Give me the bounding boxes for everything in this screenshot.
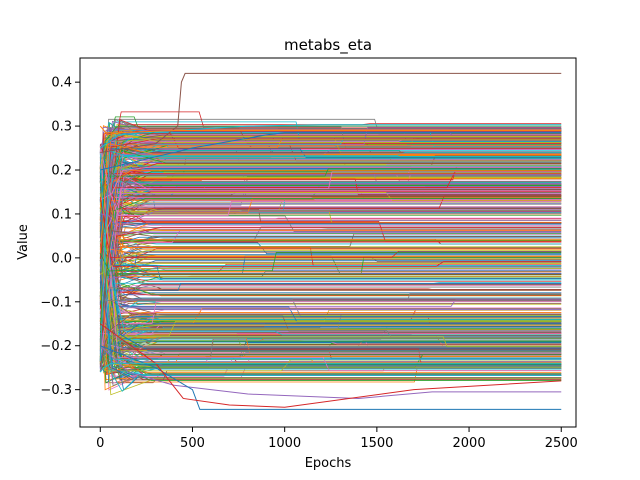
- x-tick-label: 2500: [545, 436, 578, 451]
- series-line-695: [99, 230, 562, 347]
- outlier-series-line-2: [100, 345, 562, 410]
- series-line-690: [99, 275, 562, 379]
- series-line-601: [99, 227, 562, 277]
- chart-title: metabs_eta: [284, 36, 372, 55]
- series-line-646: [100, 300, 562, 335]
- series-line-666: [99, 193, 562, 244]
- y-tick-label: 0.3: [51, 120, 72, 135]
- series-line-697: [99, 286, 562, 332]
- series-line-684: [99, 153, 562, 281]
- series-line-691: [99, 142, 562, 255]
- plot-frame: [79, 57, 577, 428]
- x-tick-label: 1500: [360, 436, 393, 451]
- series-line-657: [100, 339, 562, 360]
- y-tick-label: 0.4: [51, 76, 72, 91]
- y-tick-label: −0.2: [40, 339, 72, 354]
- y-axis-label: Value: [16, 224, 31, 260]
- y-tick-label: 0.1: [51, 207, 72, 222]
- y-tick-label: 0.0: [51, 251, 72, 266]
- series-line-667: [100, 335, 562, 355]
- series-line-687: [99, 260, 562, 301]
- y-tick-label: −0.3: [40, 383, 72, 398]
- x-tick-label: 2000: [453, 436, 486, 451]
- series-line-640: [100, 322, 562, 355]
- series-line-692: [99, 252, 562, 272]
- outlier-series-line-0: [100, 72, 562, 153]
- series-line-653: [99, 226, 562, 349]
- outlier-series-line-6: [99, 362, 562, 373]
- series-line-674: [99, 129, 562, 226]
- x-tick-label: 1000: [268, 436, 301, 451]
- outlier-series-line-5: [99, 125, 562, 136]
- outlier-series-line-1: [99, 345, 562, 399]
- y-tick-label: 0.2: [51, 164, 72, 179]
- series-line-676: [99, 149, 562, 371]
- y-axis: −0.3 −0.2 −0.1 0.0 0.1 0.2 0.3 0.4: [40, 76, 80, 398]
- x-tick-label: 0: [96, 436, 104, 451]
- series-line-651: [99, 167, 562, 273]
- series-line-344: [99, 129, 562, 160]
- y-tick-label: −0.1: [40, 295, 72, 310]
- x-axis-label: Epochs: [305, 456, 352, 471]
- series-layer: [99, 72, 562, 410]
- outlier-series-line-4: [99, 124, 562, 149]
- outlier-series-line-7: [100, 132, 562, 171]
- x-axis: 0 500 1000 1500 2000 2500: [96, 427, 578, 451]
- x-tick-label: 500: [180, 436, 205, 451]
